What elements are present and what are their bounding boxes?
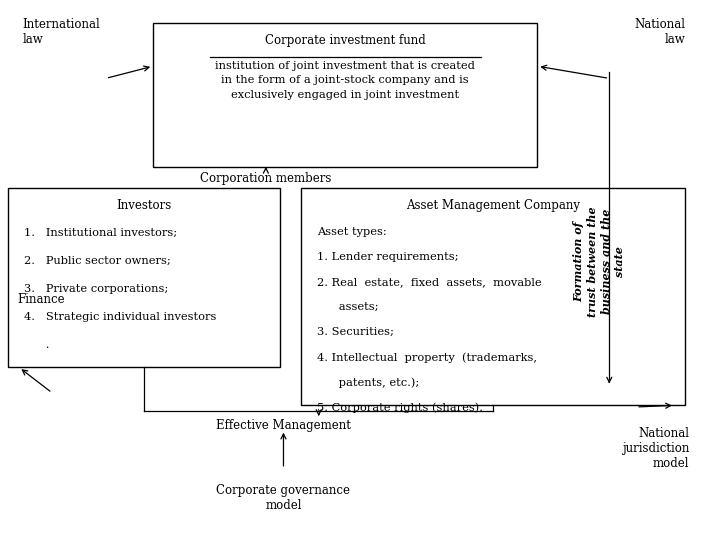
Text: International
law: International law	[23, 17, 101, 46]
Text: Corporate investment fund: Corporate investment fund	[265, 34, 426, 47]
Text: National
jurisdiction
model: National jurisdiction model	[622, 427, 689, 470]
Text: Asset types:: Asset types:	[316, 227, 387, 238]
Text: institution of joint investment that is created
in the form of a joint-stock com: institution of joint investment that is …	[215, 61, 475, 100]
Bar	[8, 189, 280, 367]
Text: 4.   Strategic individual investors: 4. Strategic individual investors	[24, 312, 217, 322]
Text: 3.   Private corporations;: 3. Private corporations;	[24, 284, 169, 294]
Text: 2.   Public sector owners;: 2. Public sector owners;	[24, 256, 171, 266]
Text: assets;: assets;	[316, 302, 378, 312]
Text: patents, etc.);: patents, etc.);	[316, 377, 419, 387]
Bar	[153, 23, 537, 167]
Text: Formation of
trust between the
business and the
state: Formation of trust between the business …	[573, 207, 625, 317]
Text: Finance: Finance	[17, 293, 64, 306]
Text: Asset Management Company: Asset Management Company	[406, 199, 581, 213]
Text: .: .	[24, 340, 50, 350]
Text: Effective Management: Effective Management	[216, 419, 351, 432]
Text: Corporation members: Corporation members	[200, 172, 331, 185]
Text: Corporate governance
model: Corporate governance model	[217, 483, 350, 512]
Text: 2. Real  estate,  fixed  assets,  movable: 2. Real estate, fixed assets, movable	[316, 277, 541, 287]
Text: 4. Intellectual  property  (trademarks,: 4. Intellectual property (trademarks,	[316, 352, 537, 363]
Text: 5. Corporate rights (shares).: 5. Corporate rights (shares).	[316, 402, 483, 413]
Text: 3. Securities;: 3. Securities;	[316, 327, 394, 337]
Bar	[301, 189, 685, 405]
Text: National
law: National law	[634, 17, 685, 46]
Text: 1.   Institutional investors;: 1. Institutional investors;	[24, 227, 177, 238]
Text: 1. Lender requirements;: 1. Lender requirements;	[316, 252, 458, 263]
Text: Investors: Investors	[117, 199, 172, 213]
